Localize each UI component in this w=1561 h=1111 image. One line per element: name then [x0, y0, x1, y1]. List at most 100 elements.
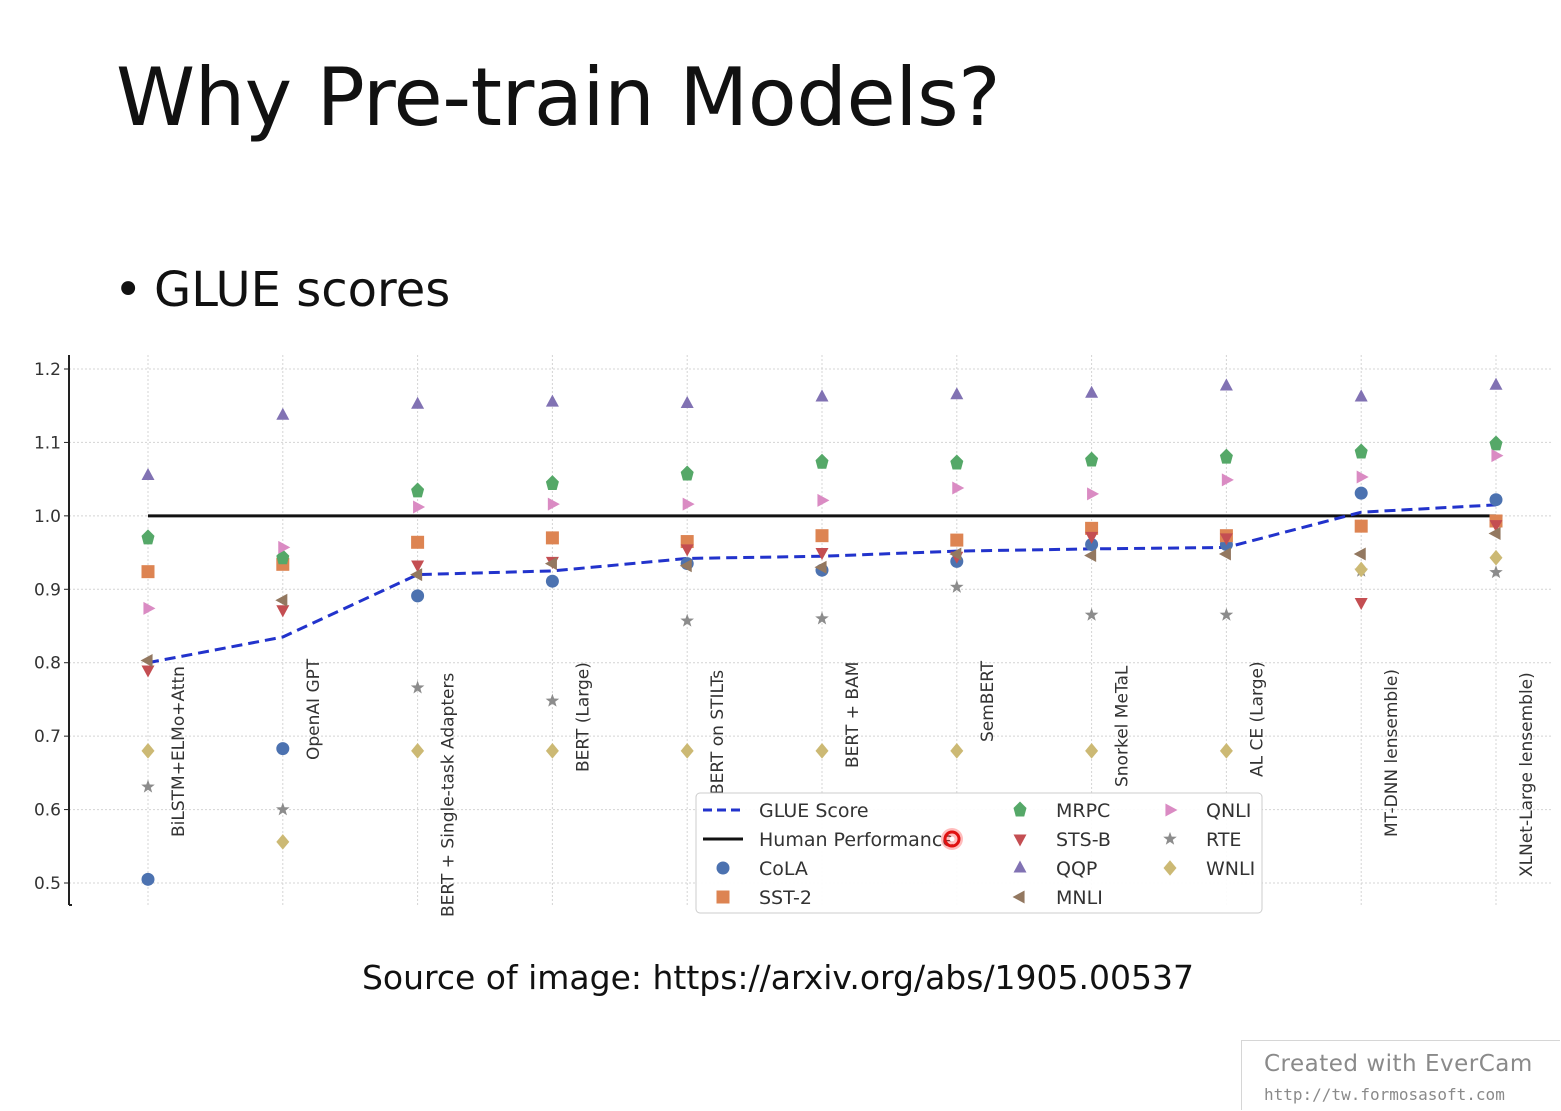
point-mrpc [680, 465, 694, 481]
legend-swatch-mnli [1012, 890, 1025, 904]
point-mrpc [1085, 451, 1099, 467]
point-wnli [1354, 561, 1368, 578]
legend-label-glue-score: GLUE Score [759, 800, 869, 822]
y-tick-labels: 0.5 0.6 0.7 0.8 0.9 1.0 1.1 1.2 [34, 360, 69, 894]
series-mnli [140, 526, 1501, 668]
point-mrpc [1354, 443, 1368, 459]
point-sts-b [411, 560, 425, 573]
point-sts-b [141, 665, 155, 678]
legend-label-sst-2: SST-2 [759, 887, 812, 909]
x-tick-label: XLNet-Large lensemble) [1517, 672, 1537, 877]
point-wnli [1489, 549, 1503, 566]
point-rte [141, 779, 155, 793]
legend-label-human-performance: Human Performance [759, 829, 954, 851]
x-tick-label: AL CE (Large) [1247, 661, 1267, 777]
point-mrpc [411, 482, 425, 498]
series-wnli [141, 549, 1503, 850]
point-sst-2 [950, 533, 964, 547]
point-rte [275, 802, 290, 816]
point-mnli [544, 557, 557, 571]
x-tick-label: BERT on STILTs [708, 670, 728, 795]
y-tick-label: 1.2 [34, 360, 61, 380]
x-tick-label: MT-DNN lensemble) [1382, 669, 1402, 837]
point-qqp [276, 407, 290, 420]
mouse-cursor-indicator [941, 828, 963, 850]
watermark-title: Created with EverCam [1264, 1051, 1533, 1077]
watermark-url: http://tw.formosasoft.com [1264, 1085, 1505, 1104]
point-mrpc [1489, 435, 1503, 451]
y-tick-label: 1.0 [34, 507, 61, 527]
point-sst-2 [411, 535, 425, 549]
point-wnli [276, 834, 290, 850]
x-tick-labels: BiLSTM+ELMo+Attn OpenAI GPT BERT + Single-… [169, 658, 1537, 917]
point-mnli [1353, 547, 1366, 561]
bullet-marker: • [114, 262, 143, 318]
point-qnli [547, 497, 560, 511]
legend-label-mrpc: MRPC [1056, 800, 1110, 822]
legend-swatch-cola [716, 861, 730, 875]
point-sts-b [1489, 520, 1503, 533]
series-qqp [141, 377, 1503, 481]
legend-label-rte: RTE [1206, 829, 1241, 851]
image-source-caption: Source of image: https://arxiv.org/abs/1… [361, 958, 1195, 997]
point-cola [141, 872, 155, 886]
point-wnli [411, 743, 425, 759]
legend-label-wnli: WNLI [1206, 858, 1255, 880]
point-mnli [1218, 547, 1231, 561]
x-tick-label: Snorkel MeTaL [1113, 665, 1133, 787]
point-sts-b [1219, 533, 1233, 546]
point-qqp [680, 396, 694, 409]
point-qqp [815, 389, 829, 402]
point-qqp [1219, 378, 1233, 391]
point-mnli [275, 593, 288, 607]
series-qnli [143, 449, 1504, 615]
legend-swatch-sst-2 [716, 890, 730, 904]
point-cola [545, 574, 559, 588]
point-qnli [1221, 473, 1234, 487]
point-qnli [1491, 449, 1504, 463]
point-qqp [1354, 389, 1368, 402]
legend-swatch-mrpc [1013, 801, 1027, 817]
point-qnli [817, 493, 830, 507]
point-rte [949, 579, 964, 593]
point-cola [1085, 537, 1099, 551]
x-tick-label: BERT + Single-task Adapters [439, 673, 459, 917]
point-wnli [545, 743, 559, 759]
point-mnli [1084, 549, 1097, 563]
point-mrpc [545, 475, 559, 491]
point-cola [411, 589, 425, 603]
point-rte [410, 680, 425, 694]
point-cola [276, 742, 290, 756]
point-qqp [411, 396, 425, 409]
point-qnli [952, 481, 965, 495]
bullet-text: GLUE scores [154, 262, 451, 318]
point-sst-2 [141, 565, 155, 579]
x-tick-label: BERT (Large) [573, 662, 593, 772]
point-mnli [814, 560, 827, 574]
series-sts-b [141, 520, 1503, 678]
point-wnli [1085, 743, 1099, 759]
point-qnli [682, 497, 695, 511]
point-qnli [278, 540, 291, 554]
point-sst-2 [815, 529, 829, 543]
point-wnli [680, 743, 694, 759]
evercam-watermark: Created with EverCam http://tw.formosaso… [1241, 1040, 1560, 1110]
point-cola [1489, 493, 1503, 507]
x-tick-label: SemBERT [978, 660, 998, 742]
legend-box [695, 792, 1263, 914]
legend-label-qqp: QQP [1056, 858, 1097, 880]
glue-scores-chart: 0.5 0.6 0.7 0.8 0.9 1.0 1.1 1.2 BiLSTM+ELMo+Attn… [34, 355, 1552, 917]
point-qqp [950, 387, 964, 400]
point-mnli [140, 654, 153, 668]
point-wnli [815, 743, 829, 759]
point-mrpc [815, 453, 829, 469]
chart-legend: GLUE Score Human Performance CoLA SST-2 MRPC… [695, 792, 1263, 914]
x-tick-label: BiLSTM+ELMo+Attn [169, 666, 189, 837]
point-sts-b [815, 548, 829, 561]
point-sst-2 [1085, 521, 1099, 535]
point-sts-b [680, 544, 694, 557]
series-sst-2 [141, 514, 1503, 579]
point-sts-b [1354, 597, 1368, 610]
point-rte [815, 611, 829, 625]
point-mrpc [141, 529, 155, 545]
